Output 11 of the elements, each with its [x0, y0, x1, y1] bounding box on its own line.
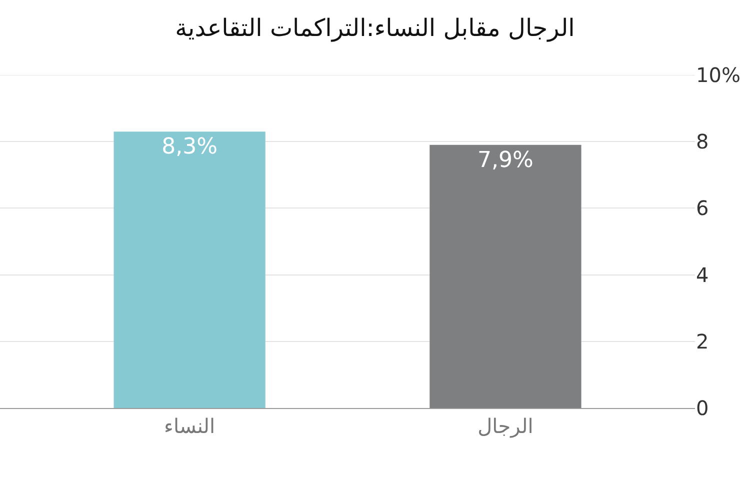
y-tick-label: 6: [696, 196, 709, 220]
y-tick-label: 10%: [696, 63, 740, 87]
y-tick-label: 8: [696, 130, 709, 154]
x-tick-label: النساء: [164, 414, 216, 438]
data-label: 8,3%: [162, 134, 218, 160]
y-tick-label: 4: [696, 262, 709, 287]
x-tick-label: الرجال: [478, 414, 534, 438]
data-label: 7,9%: [478, 148, 534, 173]
y-tick-label: 2: [696, 329, 709, 354]
chart-title: الرجال مقابل النساء:التراكمات التقاعدية: [175, 14, 575, 42]
y-tick-label: 0: [696, 396, 709, 420]
